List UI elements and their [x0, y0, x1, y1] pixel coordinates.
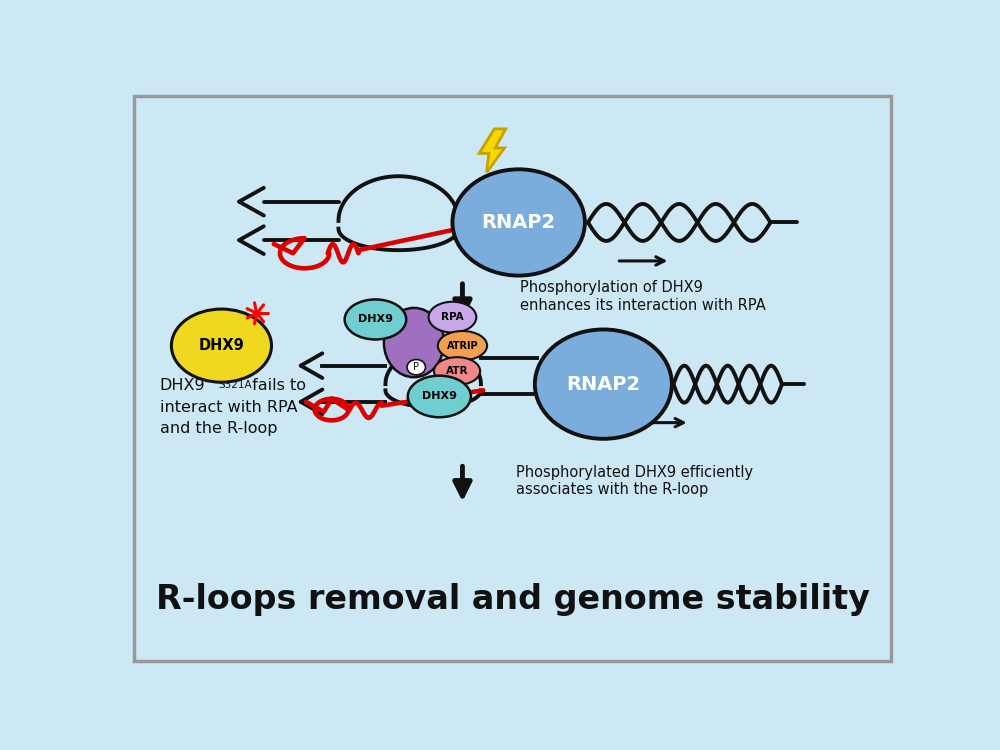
Ellipse shape [429, 302, 476, 332]
Text: P: P [413, 362, 419, 372]
Polygon shape [479, 129, 506, 171]
Text: ATRIP: ATRIP [447, 340, 478, 351]
Text: S321A: S321A [218, 380, 252, 390]
Text: RNAP2: RNAP2 [482, 213, 556, 232]
Text: interact with RPA: interact with RPA [160, 400, 297, 415]
Text: Phosphorylation of DHX9
enhances its interaction with RPA: Phosphorylation of DHX9 enhances its int… [520, 280, 766, 313]
Ellipse shape [434, 357, 480, 385]
Text: Phosphorylated DHX9 efficiently
associates with the R-loop: Phosphorylated DHX9 efficiently associat… [516, 465, 753, 497]
Text: RPA: RPA [441, 312, 464, 322]
Ellipse shape [535, 329, 672, 439]
Ellipse shape [384, 308, 444, 377]
Text: DHX9: DHX9 [160, 378, 205, 393]
Ellipse shape [408, 376, 471, 417]
Text: DHX9: DHX9 [422, 392, 457, 401]
Ellipse shape [438, 331, 487, 360]
Text: RNAP2: RNAP2 [566, 375, 640, 394]
Ellipse shape [171, 309, 271, 382]
Text: fails to: fails to [247, 378, 306, 393]
Text: ATR: ATR [446, 366, 468, 376]
Text: and the R-loop: and the R-loop [160, 422, 277, 436]
Ellipse shape [345, 299, 406, 340]
Text: DHX9: DHX9 [199, 338, 244, 353]
Text: DHX9: DHX9 [358, 314, 393, 325]
Ellipse shape [407, 359, 425, 375]
Ellipse shape [452, 170, 585, 275]
Text: R-loops removal and genome stability: R-loops removal and genome stability [156, 584, 869, 616]
